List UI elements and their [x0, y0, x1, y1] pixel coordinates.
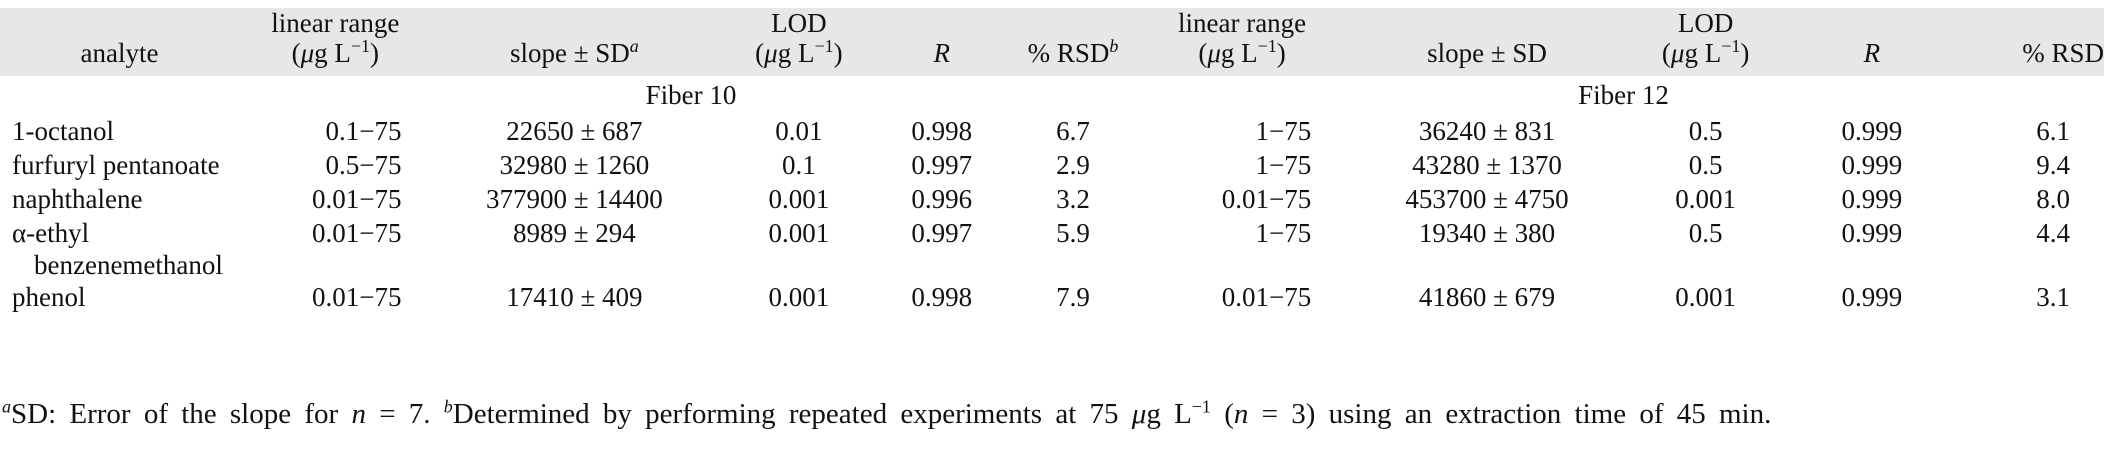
- group-label-fiber-10: Fiber 10: [645, 79, 737, 110]
- cell-r-f10: 0.996: [911, 184, 973, 214]
- col-header-rsd-f12: % RSD: [2022, 38, 2104, 68]
- cell-slope-f10: 32980 ± 1260: [499, 150, 650, 180]
- cell-r-f10: 0.998: [911, 282, 973, 312]
- cell-range-f10: 0.5−75: [325, 150, 402, 180]
- col-header-linear-range-f10: linear range (μg L−1): [271, 8, 400, 68]
- cell-slope-f12: 43280 ± 1370: [1412, 150, 1562, 180]
- cell-lod-f12: 0.5: [1688, 116, 1723, 146]
- cell-lod-f10: 0.001: [768, 184, 830, 214]
- cell-range-f12: 1−75: [1255, 116, 1312, 146]
- cell-slope-f10: 22650 ± 687: [506, 116, 643, 146]
- cell-analyte: 1-octanol: [12, 116, 114, 146]
- cell-slope-f10: 17410 ± 409: [506, 282, 643, 312]
- col-header-slope-f12: slope ± SD: [1427, 38, 1547, 68]
- cell-range-f12: 0.01−75: [1221, 282, 1312, 312]
- cell-range-f10: 0.01−75: [312, 218, 402, 248]
- cell-rsd-f12: 3.1: [2036, 282, 2070, 312]
- cell-rsd-f10: 2.9: [1056, 150, 1090, 180]
- table-row: 1-octanol 0.1−75 22650 ± 687 0.01 0.998 6.7 1−…: [0, 114, 2104, 148]
- cell-r-f12: 0.999: [1841, 218, 1903, 248]
- cell-rsd-f10: 7.9: [1056, 282, 1090, 312]
- col-header-lod-f10: LOD (μg L−1): [755, 8, 843, 68]
- cell-r-f12: 0.999: [1841, 116, 1903, 146]
- cell-rsd-f10: 3.2: [1056, 184, 1090, 214]
- col-header-r-f12: R: [1863, 38, 1881, 68]
- group-label-fiber-12: Fiber 12: [1578, 79, 1669, 110]
- cell-rsd-f12: 6.1: [2036, 116, 2070, 146]
- cell-slope-f10: 377900 ± 14400: [485, 184, 663, 214]
- cell-lod-f10: 0.1: [782, 150, 816, 180]
- table-row: phenol 0.01−75 17410 ± 409 0.001 0.998 7.9 0.0…: [0, 280, 2104, 314]
- table-row: α-ethyl benzenemethanol 0.01−75 8989 ± 294 0…: [0, 216, 2104, 280]
- cell-lod-f12: 0.001: [1675, 282, 1737, 312]
- cell-analyte: α-ethyl benzenemethanol: [12, 218, 223, 280]
- header-row: analyte linear range (μg L−1) slope ± SD…: [0, 8, 2104, 76]
- cell-rsd-f12: 9.4: [2036, 150, 2070, 180]
- cell-analyte: naphthalene: [12, 184, 143, 214]
- cell-r-f12: 0.999: [1841, 282, 1903, 312]
- cell-rsd-f10: 6.7: [1056, 116, 1090, 146]
- cell-lod-f12: 0.5: [1688, 150, 1723, 180]
- cell-r-f12: 0.999: [1841, 184, 1903, 214]
- cell-rsd-f12: 8.0: [2036, 184, 2070, 214]
- cell-analyte: phenol: [12, 282, 86, 312]
- cell-range-f12: 1−75: [1255, 218, 1312, 248]
- cell-range-f10: 0.01−75: [312, 282, 402, 312]
- col-header-lod-f12: LOD (μg L−1): [1661, 8, 1750, 68]
- cell-lod-f10: 0.001: [768, 218, 830, 248]
- cell-slope-f12: 36240 ± 831: [1418, 116, 1556, 146]
- col-header-rsd-f10: % RSDb: [1027, 36, 1119, 68]
- group-row: Fiber 10 Fiber 12: [0, 76, 2104, 114]
- cell-lod-f10: 0.001: [768, 282, 830, 312]
- cell-slope-f12: 41860 ± 679: [1418, 282, 1556, 312]
- cell-range-f12: 1−75: [1255, 150, 1312, 180]
- cell-slope-f10: 8989 ± 294: [512, 218, 636, 248]
- cell-rsd-f10: 5.9: [1056, 218, 1090, 248]
- col-header-r-f10: R: [933, 38, 951, 68]
- col-header-slope-f10: slope ± SDa: [509, 36, 639, 68]
- cell-range-f12: 0.01−75: [1221, 184, 1312, 214]
- cell-lod-f12: 0.001: [1675, 184, 1737, 214]
- cell-r-f10: 0.997: [911, 150, 973, 180]
- cell-r-f12: 0.999: [1841, 150, 1903, 180]
- table-row: naphthalene 0.01−75 377900 ± 14400 0.001 0.9…: [0, 182, 2104, 216]
- table-row: furfuryl pentanoate 0.5−75 32980 ± 1260 0.1…: [0, 148, 2104, 182]
- cell-range-f10: 0.01−75: [312, 184, 402, 214]
- cell-analyte: furfuryl pentanoate: [12, 150, 220, 180]
- cell-lod-f12: 0.5: [1688, 218, 1723, 248]
- cell-r-f10: 0.997: [911, 218, 973, 248]
- cell-slope-f12: 19340 ± 380: [1418, 218, 1556, 248]
- cell-lod-f10: 0.01: [775, 116, 823, 146]
- col-header-analyte: analyte: [80, 38, 159, 68]
- cell-r-f10: 0.998: [911, 116, 973, 146]
- calibration-table: analyte linear range (μg L−1) slope ± SD…: [0, 8, 2104, 314]
- cell-rsd-f12: 4.4: [2036, 218, 2070, 248]
- cell-range-f10: 0.1−75: [325, 116, 402, 146]
- cell-slope-f12: 453700 ± 4750: [1405, 184, 1569, 214]
- table-footnote: aSD: Error of the slope for n = 7. bDete…: [2, 396, 1772, 430]
- col-header-linear-range-f12: linear range (μg L−1): [1177, 8, 1307, 68]
